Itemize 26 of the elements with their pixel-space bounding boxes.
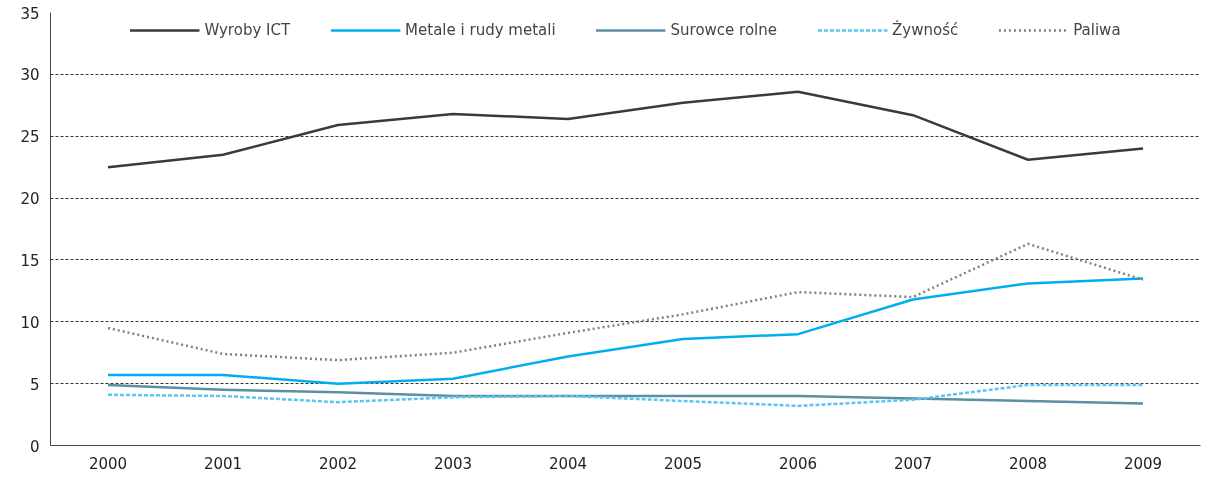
- y-tick-label: 10: [20, 313, 40, 332]
- legend-label: Wyroby ICT: [204, 21, 291, 39]
- x-tick-label: 2005: [663, 454, 703, 473]
- x-tick-label: 2006: [778, 454, 818, 473]
- x-tick-label: 2001: [203, 454, 243, 473]
- y-tick-label: 0: [29, 437, 40, 456]
- legend-label: Surowce rolne: [670, 21, 778, 39]
- line-series: [106, 242, 1145, 362]
- y-tick-label: 35: [20, 4, 40, 23]
- x-tick-label: 2004: [548, 454, 588, 473]
- y-tick-label: 20: [20, 190, 40, 209]
- x-tick-label: 2009: [1123, 454, 1163, 473]
- y-tick-label: 5: [29, 375, 40, 394]
- x-tick-label: 2000: [88, 454, 128, 473]
- x-tick-label: 2008: [1008, 454, 1048, 473]
- y-tick-label: 25: [20, 128, 40, 147]
- x-tick-label: 2002: [318, 454, 358, 473]
- legend-label: Żywność: [892, 21, 959, 39]
- legend-label: Paliwa: [1073, 21, 1121, 39]
- x-tick-label: 2007: [893, 454, 933, 473]
- legend-label: Metale i rudy metali: [405, 21, 556, 39]
- y-tick-label: 15: [20, 251, 40, 270]
- y-tick-label: 30: [20, 66, 40, 85]
- line-series: [106, 277, 1145, 385]
- line-series: [106, 90, 1145, 169]
- x-tick-label: 2003: [433, 454, 473, 473]
